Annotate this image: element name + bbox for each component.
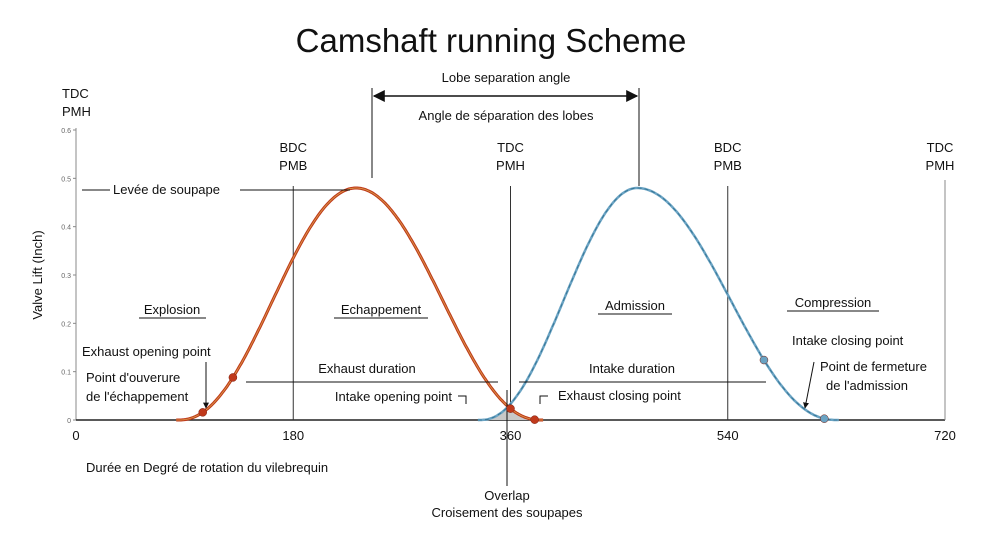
intake-closing-label-fr2: de l'admission xyxy=(826,378,908,393)
x-tick-label: 540 xyxy=(717,428,739,443)
intake-closing-marker xyxy=(820,414,829,423)
dead-center-label-fr: PMH xyxy=(926,158,955,173)
intake-lift-curve-inner xyxy=(477,187,839,421)
y-tick-label: 0.5 xyxy=(61,176,71,183)
y-tick-label: 0.3 xyxy=(61,273,71,280)
lobe-separation-label-fr: Angle de séparation des lobes xyxy=(419,108,594,123)
dead-center-label-fr: PMH xyxy=(62,104,91,119)
exhaust-lift-curve-inner xyxy=(176,187,544,421)
dead-center-label: BDC xyxy=(714,140,741,155)
dead-center-label: TDC xyxy=(62,86,89,101)
x-tick-label: 360 xyxy=(500,428,522,443)
valve-lift-label: Levée de soupape xyxy=(113,182,220,197)
intake-duration-label: Intake duration xyxy=(589,361,675,376)
intake-closing-label: Intake closing point xyxy=(792,333,904,348)
x-tick-label: 180 xyxy=(282,428,304,443)
exhaust-opening-label: Exhaust opening point xyxy=(82,344,211,359)
dead-center-label-fr: PMH xyxy=(496,158,525,173)
exhaust-duration-label: Exhaust duration xyxy=(318,361,416,376)
overlap-marker xyxy=(506,404,515,413)
exhaust-closing-label: Exhaust closing point xyxy=(558,388,681,403)
overlap-label: Overlap xyxy=(484,488,530,503)
exhaust-opening-label-fr2: de l'échappement xyxy=(86,389,189,404)
y-axis-ticks: 0 0.1 0.2 0.3 0.4 0.5 0.6 xyxy=(61,128,76,425)
x-axis-caption: Durée en Degré de rotation du vilebrequi… xyxy=(86,460,328,475)
exhaust-closing-marker xyxy=(530,415,539,424)
dead-center-markers: TDC PMH BDC PMB TDC PMH BDC PMB TDC PMH xyxy=(62,86,954,420)
dead-center-label: TDC xyxy=(497,140,524,155)
intake-opening-label: Intake opening point xyxy=(335,389,452,404)
phase-echappement: Echappement xyxy=(341,302,422,317)
intake-closing-label-fr1: Point de fermeture xyxy=(820,359,927,374)
lobe-separation-label: Lobe separation angle xyxy=(442,70,571,85)
diagram-title: Camshaft running Scheme xyxy=(296,22,687,59)
exhaust-closing-bracket xyxy=(539,395,548,404)
dead-center-label-fr: PMB xyxy=(279,158,307,173)
intake-opening-bracket xyxy=(458,395,467,404)
dead-center-label-fr: PMB xyxy=(714,158,742,173)
dead-center-label: BDC xyxy=(280,140,307,155)
x-axis-ticks: 0 180 360 540 720 xyxy=(72,428,955,443)
y-axis-label: Valve Lift (Inch) xyxy=(30,230,45,319)
intake-closing-arrow xyxy=(803,361,815,409)
x-tick-label: 0 xyxy=(72,428,79,443)
exhaust-duration-marker xyxy=(228,373,238,382)
y-tick-label: 0.2 xyxy=(61,321,71,328)
y-tick-label: 0.1 xyxy=(61,370,71,377)
y-tick-label: 0.6 xyxy=(61,128,71,135)
exhaust-opening-marker xyxy=(198,408,207,417)
intake-duration-marker xyxy=(759,355,769,365)
y-tick-label: 0.4 xyxy=(61,225,71,232)
y-tick-label: 0 xyxy=(67,418,71,425)
phase-explosion: Explosion xyxy=(144,302,200,317)
x-tick-label: 720 xyxy=(934,428,956,443)
phase-admission: Admission xyxy=(605,298,665,313)
exhaust-opening-label-fr1: Point d'ouverure xyxy=(86,370,180,385)
overlap-label-fr: Croisement des soupapes xyxy=(431,505,583,520)
phase-compression: Compression xyxy=(795,295,872,310)
dead-center-label: TDC xyxy=(927,140,954,155)
valve-event-markers xyxy=(198,355,829,424)
